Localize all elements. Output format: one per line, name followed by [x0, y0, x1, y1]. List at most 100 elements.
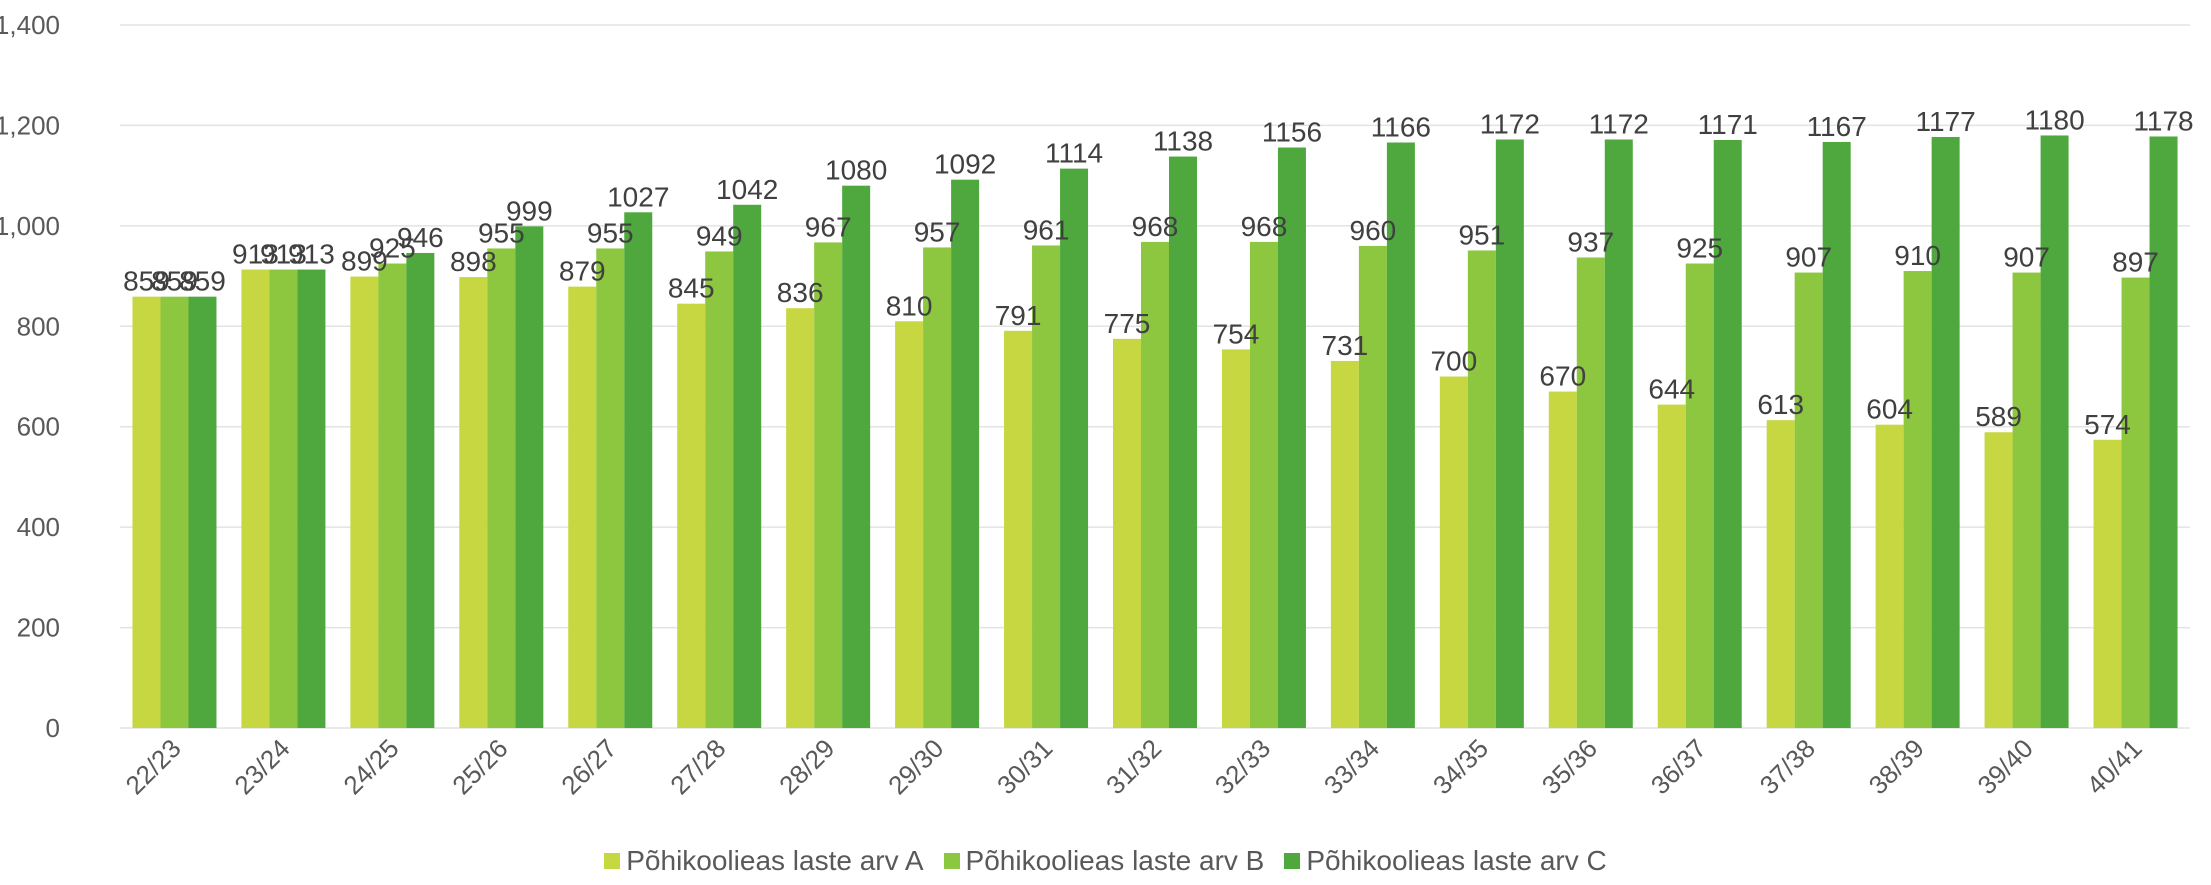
bar: [1931, 136, 1960, 729]
bar: [1822, 141, 1851, 729]
bar: [188, 296, 217, 728]
data-label: 1172: [1589, 108, 1649, 139]
x-tick-label: 34/35: [1427, 733, 1494, 800]
x-tick-label: 23/24: [228, 733, 295, 800]
bar: [2012, 272, 2041, 728]
bar: [515, 226, 544, 728]
data-label: 836: [777, 277, 824, 308]
bar: [2149, 136, 2178, 728]
x-tick-label: 25/26: [446, 733, 513, 800]
data-label: 913: [288, 239, 335, 270]
data-label: 897: [2112, 247, 2159, 278]
bar: [1221, 349, 1250, 728]
x-tick-label: 33/34: [1318, 733, 1385, 800]
data-label: 968: [1241, 211, 1288, 242]
bar: [1495, 139, 1524, 728]
data-label: 1042: [716, 174, 778, 205]
bar: [1169, 156, 1197, 729]
data-label: 899: [341, 246, 388, 277]
data-label: 1080: [825, 155, 887, 186]
legend-item: Põhikoolieas laste arv C: [1284, 845, 1607, 877]
bar: [1060, 168, 1089, 728]
x-tick-label: 40/41: [2081, 733, 2148, 800]
x-tick-label: 29/30: [882, 733, 949, 800]
legend-swatch: [604, 853, 621, 869]
bar: [1576, 257, 1605, 728]
data-label: 810: [886, 290, 933, 321]
data-label: 961: [1023, 214, 1070, 245]
data-label: 1167: [1807, 111, 1867, 142]
data-label: 937: [1567, 226, 1614, 257]
bar: [132, 296, 161, 728]
data-label: 949: [696, 220, 743, 251]
bar: [2093, 439, 2122, 728]
x-tick-label: 26/27: [555, 733, 622, 800]
data-label: 913: [232, 239, 279, 270]
bar: [1386, 142, 1415, 728]
bar: [160, 296, 189, 728]
x-tick-label: 35/36: [1536, 733, 1603, 800]
data-label: 644: [1648, 374, 1695, 405]
bar: [1113, 338, 1141, 728]
data-label: 910: [1894, 240, 1941, 271]
data-label: 775: [1104, 308, 1151, 339]
data-label: 859: [123, 266, 170, 297]
x-tick-label: 37/38: [1754, 733, 1821, 800]
bar: [786, 308, 815, 728]
x-axis-ticks: 22/23 23/24 24/25 25/26 26/27 27/28 28/29 29/30…: [119, 733, 2147, 800]
data-label: 1177: [1916, 106, 1976, 137]
data-label: 1172: [1480, 108, 1540, 139]
bar: [568, 286, 597, 728]
legend-label: Põhikoolieas laste arv B: [965, 845, 1265, 876]
data-label: 1171: [1698, 109, 1758, 140]
data-label: 574: [2084, 409, 2131, 440]
legend-label: Põhikoolieas laste arv A: [626, 845, 924, 876]
data-label: 754: [1213, 318, 1260, 349]
data-label: 960: [1350, 215, 1397, 246]
data-label: 791: [995, 300, 1042, 331]
legend-swatch: [943, 853, 960, 869]
bar: [1875, 424, 1904, 728]
data-label: 907: [1785, 242, 1832, 273]
bar: [1794, 272, 1823, 728]
legend-item: Põhikoolieas laste arv A: [604, 845, 924, 877]
data-label: 955: [478, 217, 525, 248]
bar: [1657, 404, 1686, 728]
legend-label: Põhikoolieas laste arv C: [1306, 845, 1607, 876]
x-tick-label: 31/32: [1100, 733, 1167, 800]
bar: [1984, 432, 2013, 728]
data-label: 879: [559, 256, 606, 287]
bar: [895, 321, 924, 728]
data-label: 859: [179, 266, 226, 297]
data-label: 1180: [2024, 104, 2084, 135]
bar: [1032, 245, 1061, 728]
bar: [624, 212, 653, 728]
bar: [1439, 376, 1468, 728]
x-tick-label: 22/23: [119, 733, 186, 800]
y-tick-label: 800: [17, 311, 60, 341]
bar: [1766, 420, 1795, 728]
data-label: 967: [805, 211, 852, 242]
data-label: 898: [450, 246, 497, 277]
bar: [842, 185, 871, 728]
bar: [2040, 135, 2069, 728]
bar: [1249, 241, 1278, 728]
bar: [1141, 241, 1169, 728]
y-tick-label: 1,200: [0, 110, 60, 140]
bar: [297, 269, 326, 728]
bar: [951, 179, 980, 728]
data-label: 951: [1458, 219, 1505, 250]
x-tick-label: 28/29: [773, 733, 840, 800]
bar: [1604, 139, 1633, 728]
bar: [378, 263, 407, 728]
bar: [733, 204, 762, 728]
data-label: 1156: [1262, 117, 1322, 148]
y-axis-ticks: 0 200 400 600 800 1,000 1,200 1,400: [0, 10, 60, 743]
data-label: 999: [506, 195, 553, 226]
bar: [705, 251, 734, 728]
bar: [350, 276, 379, 728]
bar: [487, 248, 516, 729]
data-label: 589: [1975, 401, 2022, 432]
